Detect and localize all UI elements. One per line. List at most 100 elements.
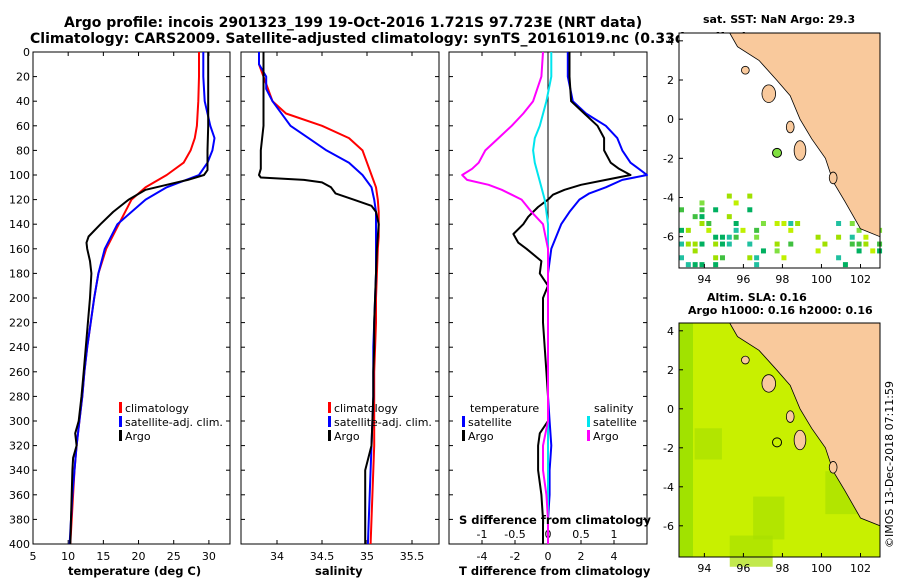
sst-pixel	[726, 241, 732, 247]
map-y-tick-label: -4	[663, 481, 674, 494]
sst-pixel	[719, 234, 725, 240]
sla-map-title: Altim. SLA: 0.16	[707, 291, 807, 304]
land-polygon	[729, 32, 881, 238]
sst-pixel	[815, 248, 821, 254]
sst-pixel	[719, 255, 725, 261]
sst-pixel	[788, 221, 794, 226]
legend-t-satellite: satellite	[468, 416, 512, 429]
x-tick-label: 25	[167, 550, 181, 563]
sst-pixel	[706, 227, 712, 233]
legend-argo: Argo	[334, 430, 360, 443]
legend-salinity-heading: salinity	[594, 402, 634, 415]
sst-pixel	[836, 221, 842, 226]
imos-watermark: ©IMOS 13-Dec-2018 07:11:59	[883, 381, 896, 548]
legend-satellite: satellite-adj. clim.	[334, 416, 432, 429]
tdiff-xlabel: T difference from climatology	[459, 564, 651, 578]
legend-t-argo: Argo	[468, 430, 494, 443]
map-y-tick-label: 0	[667, 403, 674, 416]
s-tick-label: -1	[477, 528, 488, 541]
x-tick-label: 34.5	[310, 550, 335, 563]
depth-tick-label: 160	[9, 243, 30, 256]
map-x-tick-label: 96	[736, 273, 750, 286]
legend-climatology: climatology	[125, 402, 189, 415]
depth-tick-label: 280	[9, 390, 30, 403]
sst-pixel	[863, 241, 869, 247]
temperature-panel	[32, 51, 231, 545]
x-tick-label: 2	[578, 550, 585, 563]
x-tick-label: 30	[202, 550, 216, 563]
x-tick-label: 35.5	[400, 550, 425, 563]
x-tick-label: 35	[360, 550, 374, 563]
depth-tick-label: 340	[9, 464, 30, 477]
x-tick-label: 0	[545, 550, 552, 563]
map-y-tick-label: 2	[667, 364, 674, 377]
x-tick-label: 4	[611, 550, 618, 563]
sla-patch	[729, 535, 773, 567]
legend-swatch-s-satellite	[587, 416, 590, 427]
sst-pixel	[849, 241, 855, 247]
map-x-tick-label: 102	[850, 273, 871, 286]
sst-pixel	[685, 227, 691, 233]
depth-tick-label: 220	[9, 317, 30, 330]
sst-pixel	[760, 248, 766, 254]
sst-pixel	[679, 207, 684, 213]
sst-pixel	[754, 255, 760, 261]
island-shape	[741, 65, 750, 75]
map-x-tick-label: 98	[775, 562, 789, 575]
map-x-tick-label: 94	[697, 562, 711, 575]
s-tick-label: -0.5	[504, 528, 525, 541]
map-x-tick-label: 96	[736, 562, 750, 575]
sst-pixel	[699, 200, 705, 206]
legend-swatch-t-satellite	[462, 416, 465, 427]
sst-pixel	[774, 241, 780, 247]
sst-pixel	[754, 234, 760, 240]
sst-map-title: sat. SST: NaN Argo: 29.3	[703, 13, 855, 26]
sst-pixel	[822, 241, 828, 247]
depth-tick-label: 100	[9, 169, 30, 182]
sst-pixel	[679, 227, 684, 233]
salinity-panel	[240, 51, 440, 545]
temperature-xlabel: temperature (deg C)	[68, 564, 201, 578]
difference-legend: temperature satellite Argo salinity sate…	[462, 402, 637, 443]
sst-pixel	[713, 207, 719, 213]
depth-tick-label: 400	[9, 538, 30, 551]
island-shape	[741, 355, 750, 365]
map-x-tick-label: 94	[697, 273, 711, 286]
sst-pixel	[856, 227, 862, 233]
sst-pixel	[842, 262, 848, 268]
map-x-tick-label: 100	[811, 562, 832, 575]
x-tick-label: 20	[132, 550, 146, 563]
depth-tick-label: 120	[9, 194, 30, 207]
legend-s-argo: Argo	[593, 430, 619, 443]
map-y-tick-label: -2	[663, 152, 674, 165]
sst-pixel	[726, 234, 732, 240]
temperature-legend: climatology satellite-adj. clim. Argo	[119, 402, 223, 443]
sst-pixel	[849, 234, 855, 240]
argo-position-marker	[772, 437, 783, 448]
sla-patch	[753, 496, 785, 540]
sst-pixel	[733, 221, 739, 226]
map-y-tick-label: -6	[663, 520, 674, 533]
sst-pixel	[747, 241, 753, 247]
s-tick-label: 1	[611, 528, 618, 541]
depth-tick-label: 360	[9, 489, 30, 502]
sst-pixel	[679, 255, 684, 261]
sst-pixel	[754, 262, 760, 268]
depth-tick-label: 60	[16, 120, 30, 133]
sst-pixel	[733, 227, 739, 233]
island-shape	[828, 461, 838, 474]
series-line	[461, 51, 549, 544]
series-line	[547, 52, 648, 544]
sst-pixel	[692, 248, 698, 254]
map-x-tick-label: 102	[850, 562, 871, 575]
x-tick-label: 15	[96, 550, 110, 563]
map-x-tick-label: 100	[811, 273, 832, 286]
sla-map-subtitle: Argo h1000: 0.16 h2000: 0.16	[688, 304, 873, 317]
sst-pixel	[713, 255, 719, 261]
depth-tick-label: 20	[16, 71, 30, 84]
sst-pixel	[856, 241, 862, 247]
sst-pixel	[699, 207, 705, 213]
x-tick-label: -2	[510, 550, 521, 563]
sst-pixel	[713, 262, 719, 268]
